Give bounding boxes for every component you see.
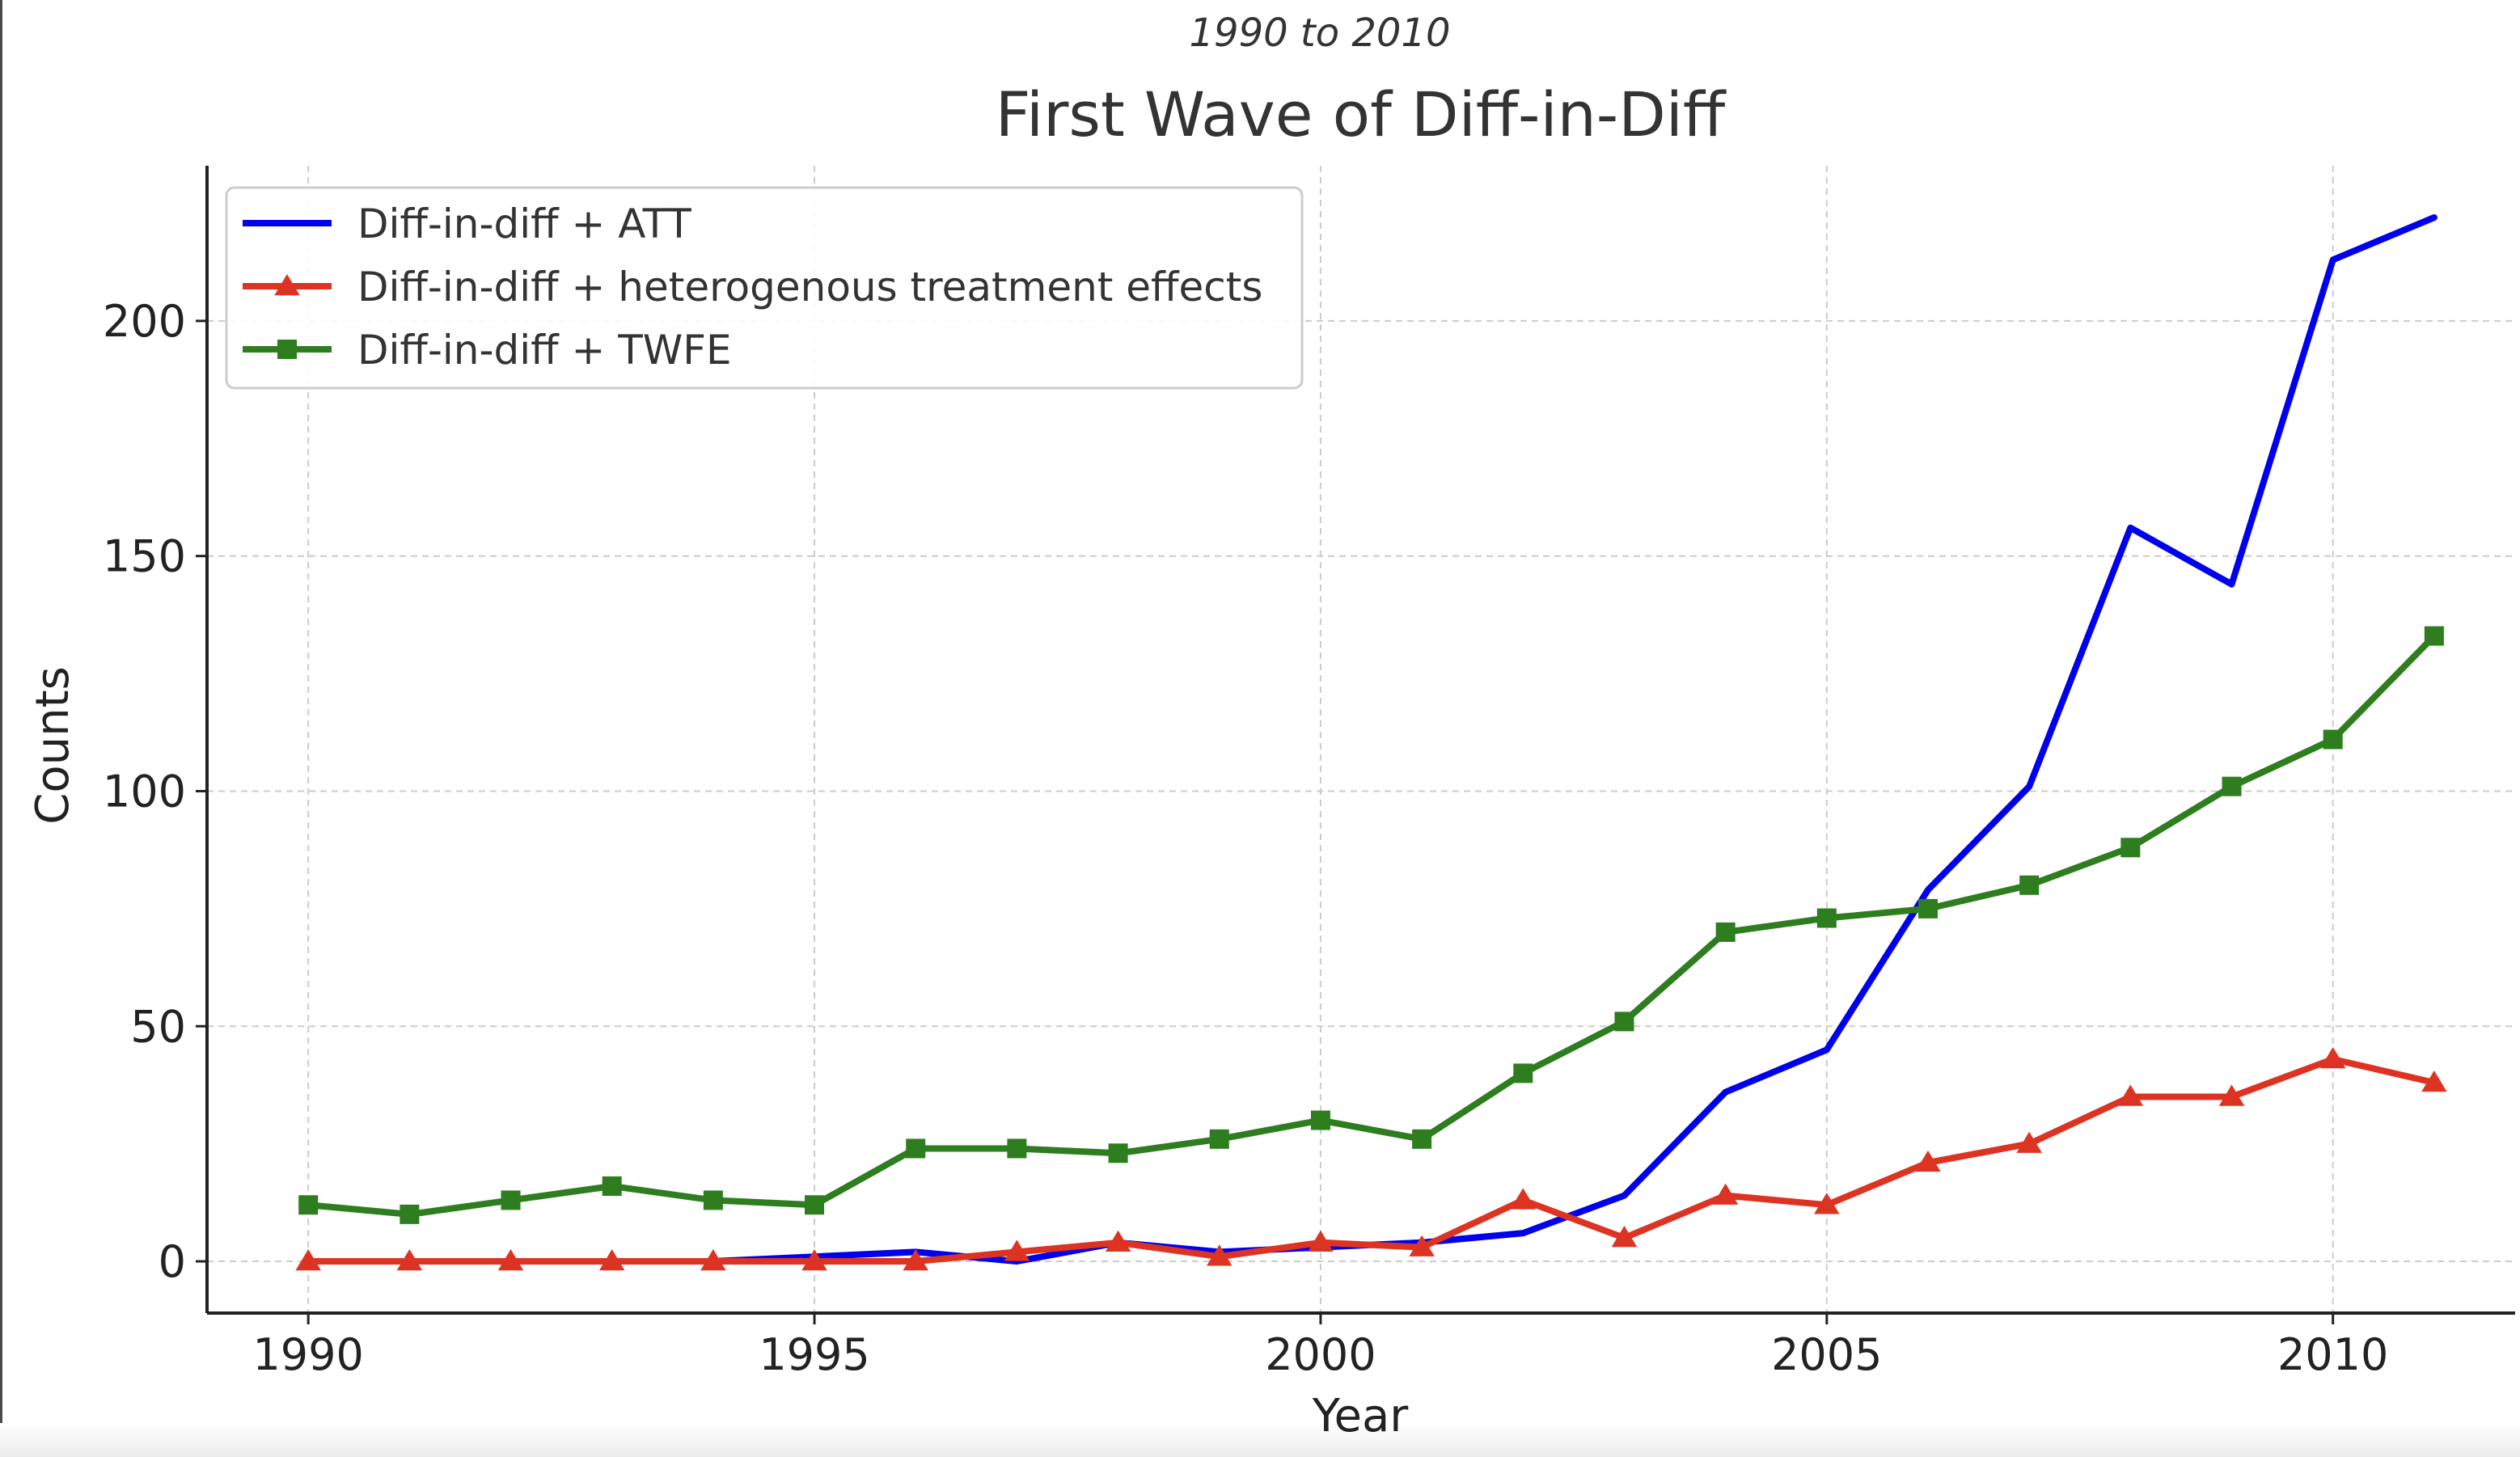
data-point-twfe xyxy=(1412,1129,1432,1149)
data-point-het xyxy=(598,1249,625,1271)
data-point-twfe xyxy=(2424,626,2444,646)
data-point-het xyxy=(1105,1230,1131,1252)
data-point-twfe xyxy=(1614,1011,1634,1032)
y-tick-label: 200 xyxy=(103,296,186,347)
y-tick-label: 100 xyxy=(103,766,186,817)
data-point-het xyxy=(2319,1046,2346,1069)
data-point-het xyxy=(801,1249,827,1271)
data-point-twfe xyxy=(1007,1138,1027,1159)
bottom-shadow xyxy=(0,1423,2520,1457)
data-point-twfe xyxy=(1310,1110,1330,1130)
x-tick-label: 2010 xyxy=(2277,1329,2388,1380)
data-point-twfe xyxy=(2323,729,2343,750)
data-point-het xyxy=(1207,1244,1233,1266)
data-point-twfe xyxy=(1715,922,1736,942)
data-point-twfe xyxy=(1513,1063,1533,1083)
data-point-het xyxy=(1915,1150,1941,1172)
data-point-twfe xyxy=(805,1195,825,1215)
data-point-twfe xyxy=(1917,898,1938,919)
data-point-het xyxy=(396,1249,423,1271)
legend-swatch-marker xyxy=(277,340,297,359)
y-tick-label: 50 xyxy=(130,1001,186,1052)
data-point-twfe xyxy=(1108,1143,1128,1163)
data-point-het xyxy=(1611,1225,1638,1248)
data-point-het xyxy=(2421,1071,2447,1092)
legend-box xyxy=(225,186,1304,390)
data-point-het xyxy=(2218,1084,2245,1106)
legend-label: Diff-in-diff + TWFE xyxy=(357,327,732,374)
data-point-het xyxy=(2117,1084,2144,1106)
data-point-twfe xyxy=(703,1190,723,1210)
axes xyxy=(205,166,2515,1315)
data-point-het xyxy=(1409,1235,1435,1256)
legend-item: Diff-in-diff + heterogenous treatment ef… xyxy=(243,264,1262,310)
y-axis-label: Counts xyxy=(27,666,79,824)
data-point-twfe xyxy=(400,1204,420,1224)
x-tick-label: 1990 xyxy=(252,1329,363,1380)
x-tick-label: 2000 xyxy=(1265,1329,1376,1380)
series-lines xyxy=(295,214,2447,1271)
chart-title: First Wave of Diff-in-Diff xyxy=(996,78,1727,150)
x-tick-label: 2005 xyxy=(1771,1329,1882,1380)
data-point-het xyxy=(903,1249,928,1271)
x-axis-label: Year xyxy=(1312,1390,1410,1442)
data-point-twfe xyxy=(501,1190,521,1210)
data-point-twfe xyxy=(2222,776,2242,796)
data-point-het xyxy=(1712,1183,1739,1205)
data-point-het xyxy=(1004,1240,1030,1261)
chart-subtitle: 1990 to 2010 xyxy=(1189,11,1450,56)
data-point-twfe xyxy=(2120,838,2141,858)
data-point-twfe xyxy=(906,1138,926,1159)
data-point-het xyxy=(1510,1188,1537,1210)
legend-item: Diff-in-diff + ATT xyxy=(243,201,691,247)
y-tick-label: 0 xyxy=(159,1236,186,1287)
data-point-het xyxy=(1814,1193,1840,1214)
legend-swatch-marker xyxy=(274,274,300,296)
window-left-edge xyxy=(0,0,2,1457)
data-point-twfe xyxy=(1209,1129,1229,1149)
legend-label: Diff-in-diff + heterogenous treatment ef… xyxy=(357,264,1262,310)
x-tick-label: 1995 xyxy=(759,1329,869,1380)
data-point-het xyxy=(295,1249,321,1271)
data-point-het xyxy=(2016,1131,2042,1153)
legend: Diff-in-diff + ATT Diff-in-diff + heterog… xyxy=(225,186,1304,390)
series-het xyxy=(295,1046,2447,1271)
data-point-twfe xyxy=(2019,875,2040,895)
data-point-het xyxy=(1308,1230,1334,1252)
data-point-twfe xyxy=(298,1195,319,1215)
series-line-het xyxy=(305,1056,2438,1265)
series-twfe xyxy=(298,626,2444,1224)
data-point-het xyxy=(497,1249,524,1271)
data-point-twfe xyxy=(602,1176,622,1196)
data-point-het xyxy=(700,1249,726,1271)
tick-labels: 1990 1995 2000 2005 2010 0 50 100 150 200 xyxy=(103,296,2388,1380)
legend-label: Diff-in-diff + ATT xyxy=(357,201,691,247)
y-tick-label: 150 xyxy=(103,531,186,582)
series-line-twfe xyxy=(305,632,2438,1218)
data-point-twfe xyxy=(1816,908,1837,928)
legend-item: Diff-in-diff + TWFE xyxy=(243,327,732,374)
